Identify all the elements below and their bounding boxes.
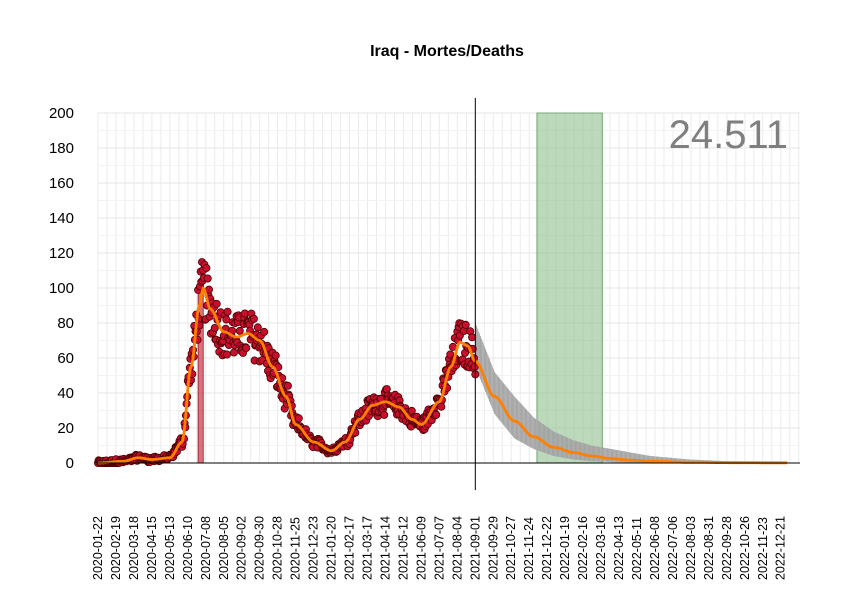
x-tick-label: 2021-05-12 bbox=[396, 516, 410, 580]
data-point bbox=[283, 381, 292, 390]
data-point bbox=[461, 320, 470, 329]
y-tick-label: 40 bbox=[57, 385, 74, 402]
green-band bbox=[536, 112, 603, 464]
y-tick-label: 80 bbox=[57, 315, 74, 332]
data-point bbox=[212, 299, 221, 308]
x-tick-label: 2020-03-18 bbox=[127, 516, 141, 580]
x-tick-label: 2022-02-16 bbox=[576, 516, 590, 580]
data-point bbox=[235, 326, 244, 335]
data-point bbox=[222, 350, 231, 359]
x-tick-label: 2021-01-20 bbox=[325, 516, 339, 580]
x-tick-label: 2021-11-24 bbox=[522, 517, 536, 580]
y-tick-label: 180 bbox=[49, 140, 74, 157]
data-point bbox=[380, 410, 389, 419]
data-point bbox=[203, 274, 212, 283]
x-tick-label: 2021-10-27 bbox=[504, 516, 518, 580]
x-tick-label: 2021-07-07 bbox=[432, 516, 446, 580]
x-tick-label: 2020-02-19 bbox=[109, 516, 123, 580]
x-tick-label: 2020-09-02 bbox=[235, 516, 249, 580]
x-tick-label: 2021-12-22 bbox=[540, 516, 554, 580]
x-tick-label: 2021-02-17 bbox=[343, 516, 357, 580]
y-tick-label: 0 bbox=[66, 455, 74, 472]
data-point bbox=[382, 385, 391, 394]
data-point bbox=[260, 327, 269, 336]
data-point bbox=[210, 323, 219, 332]
x-tick-label: 2020-09-30 bbox=[253, 516, 267, 580]
data-point bbox=[202, 264, 211, 273]
data-point bbox=[253, 323, 262, 332]
x-tick-label: 2021-09-29 bbox=[486, 516, 500, 580]
x-tick-label: 2020-07-08 bbox=[199, 516, 213, 580]
x-tick-label: 2020-04-15 bbox=[145, 516, 159, 580]
chart-title: Iraq - Mortes/Deaths bbox=[370, 43, 524, 60]
x-tick-label: 2022-11-23 bbox=[756, 517, 770, 580]
x-tick-label: 2022-05-11 bbox=[630, 517, 644, 580]
data-point bbox=[223, 307, 232, 316]
x-tick-label: 2020-10-28 bbox=[271, 516, 285, 580]
x-tick-label: 2022-08-03 bbox=[684, 516, 698, 580]
axes bbox=[98, 98, 800, 490]
x-tick-label: 2020-12-23 bbox=[307, 516, 321, 580]
total-label: 24.511 bbox=[669, 113, 788, 157]
data-point bbox=[468, 333, 477, 342]
x-tick-label: 2021-03-17 bbox=[361, 516, 375, 580]
y-tick-label: 160 bbox=[49, 175, 74, 192]
x-tick-label: 2021-09-01 bbox=[468, 516, 482, 580]
y-tick-label: 60 bbox=[57, 350, 74, 367]
x-ticks: 2020-01-22 2020-02-19 2020-03-18 2020-04-15… bbox=[91, 516, 788, 580]
x-tick-label: 2020-11-25 bbox=[289, 517, 303, 580]
x-tick-label: 2022-06-08 bbox=[648, 516, 662, 580]
y-tick-label: 100 bbox=[49, 280, 74, 297]
x-tick-label: 2022-01-19 bbox=[558, 516, 572, 580]
x-tick-label: 2022-09-28 bbox=[720, 516, 734, 580]
smooth-line bbox=[97, 286, 477, 465]
x-tick-label: 2021-06-09 bbox=[414, 516, 428, 580]
y-tick-label: 120 bbox=[49, 245, 74, 262]
x-tick-label: 2022-07-06 bbox=[666, 516, 680, 580]
green-band-rect bbox=[536, 112, 603, 464]
x-tick-label: 2022-08-31 bbox=[702, 516, 716, 580]
x-tick-label: 2022-04-13 bbox=[612, 516, 626, 580]
x-tick-label: 2021-08-04 bbox=[450, 516, 464, 580]
x-tick-label: 2022-03-16 bbox=[594, 516, 608, 580]
y-tick-label: 140 bbox=[49, 210, 74, 227]
data-point bbox=[242, 343, 251, 352]
data-point bbox=[271, 351, 280, 360]
y-ticks: 0 20 40 60 80 100 120 140 160 180 200 bbox=[49, 105, 74, 472]
y-tick-label: 200 bbox=[49, 105, 74, 122]
data-point bbox=[249, 314, 258, 323]
x-tick-label: 2020-01-22 bbox=[91, 516, 105, 580]
y-tick-label: 20 bbox=[57, 420, 74, 437]
data-point bbox=[229, 348, 238, 357]
x-tick-label: 2020-08-05 bbox=[217, 516, 231, 580]
x-tick-label: 2022-12-21 bbox=[774, 516, 788, 580]
x-tick-label: 2020-06-10 bbox=[181, 516, 195, 580]
x-tick-label: 2020-05-13 bbox=[163, 516, 177, 580]
data-point bbox=[432, 410, 441, 419]
x-tick-label: 2022-10-26 bbox=[738, 516, 752, 580]
data-point bbox=[437, 402, 446, 411]
data-point bbox=[294, 414, 303, 423]
data-point bbox=[470, 362, 479, 371]
x-tick-label: 2021-04-14 bbox=[378, 516, 392, 580]
